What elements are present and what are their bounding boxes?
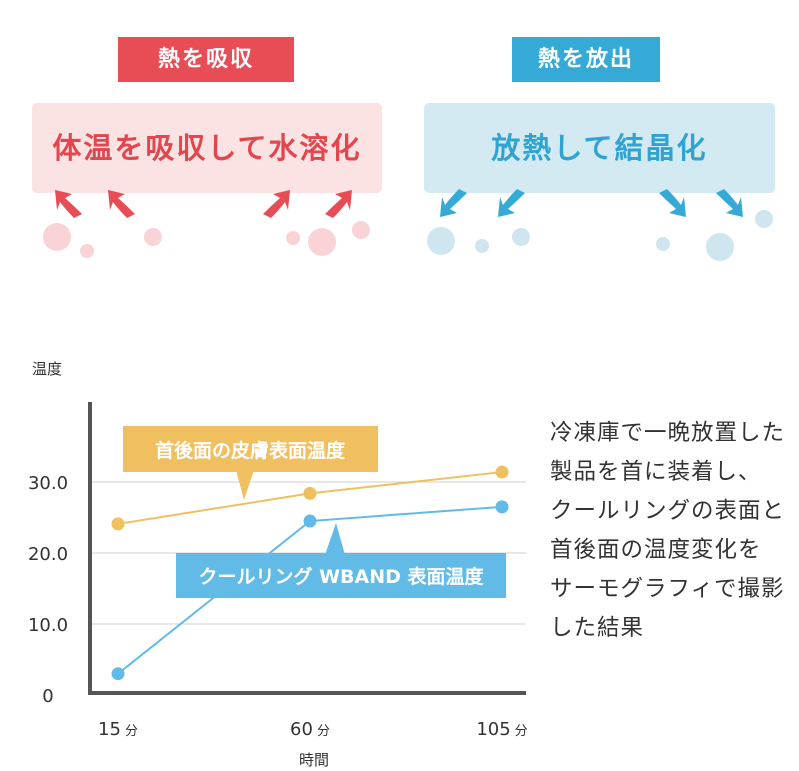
release-description-panel: 放熱して結晶化 [424, 103, 775, 193]
down-arrow-icon [659, 189, 686, 217]
legend-label-skin: 首後面の皮膚表面温度 [155, 439, 346, 462]
up-arrow-icon [55, 190, 82, 218]
x-tick-unit: 分 [515, 724, 528, 739]
y-axis-label: 温度 [32, 360, 62, 378]
legend-callout-pointer [325, 523, 345, 555]
x-tick-number: 15 [98, 719, 121, 740]
data-point [111, 667, 125, 681]
bubble [80, 244, 94, 258]
legend-callout-pointer [236, 470, 254, 500]
bubble [144, 228, 162, 246]
x-axis-label: 時間 [299, 751, 329, 769]
bubble [656, 237, 670, 251]
bubble [308, 228, 336, 256]
y-tick-label: 0 [42, 686, 53, 707]
absorb-description-panel: 体温を吸収して水溶化 [32, 103, 382, 193]
experiment-description: 冷凍庫で一晩放置した 製品を首に装着し、 クールリングの表面と 首後面の温度変化… [550, 420, 786, 641]
down-arrow-icon [716, 189, 743, 217]
down-arrow-icon [440, 189, 467, 217]
release-heat-tag: 熱を放出 [512, 37, 660, 82]
x-tick-label: 105 分 [476, 719, 527, 740]
data-point [303, 486, 317, 500]
legend-callout-ring [176, 553, 506, 598]
x-tick-label: 15 分 [98, 719, 138, 740]
y-tick-label: 30.0 [28, 473, 68, 494]
up-arrow-icon [325, 190, 352, 218]
bubble [352, 221, 370, 239]
data-point [303, 514, 317, 528]
y-tick-label: 10.0 [28, 615, 68, 636]
temperature-chart: 温度 時間 0 10.0 20.0 30.0 15 分 60 分 105 分 首後面の皮膚表面温… [28, 360, 528, 769]
absorb-heat-tag: 熱を吸収 [118, 37, 294, 82]
legend-callout-skin [123, 426, 378, 472]
down-arrow-icon [498, 189, 525, 217]
up-arrow-icon [108, 190, 135, 218]
bubble [43, 223, 71, 251]
x-tick-unit: 分 [317, 724, 330, 739]
legend-label-ring: クールリング WBAND 表面温度 [198, 565, 484, 588]
up-arrow-icon [263, 190, 290, 218]
data-point [495, 500, 509, 514]
bubble [427, 227, 455, 255]
heat-flow-illustration [43, 189, 773, 261]
data-point [111, 517, 125, 531]
bubble [475, 239, 489, 253]
x-tick-label: 60 分 [290, 719, 330, 740]
x-tick-unit: 分 [125, 724, 138, 739]
bubble [755, 210, 773, 228]
x-tick-number: 60 [290, 719, 313, 740]
x-tick-number: 105 [476, 719, 510, 740]
bubble [286, 231, 300, 245]
y-tick-label: 20.0 [28, 544, 68, 565]
bubble [512, 228, 530, 246]
bubble [706, 233, 734, 261]
data-point [495, 465, 509, 479]
